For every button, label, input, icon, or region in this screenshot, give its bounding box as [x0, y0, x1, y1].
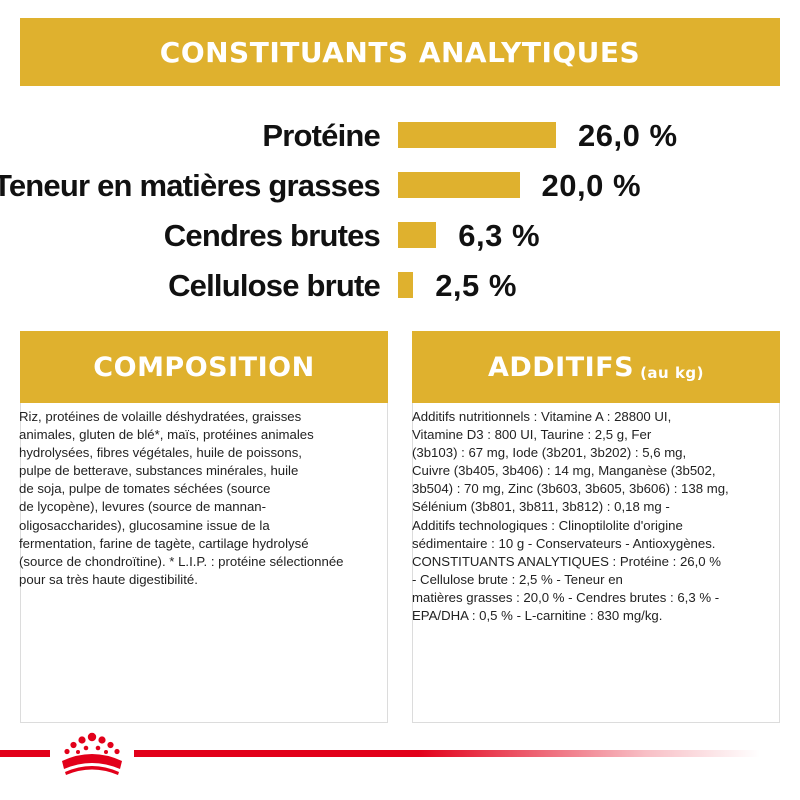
header-title: CONSTITUANTS ANALYTIQUES: [159, 35, 641, 69]
analytics-row-cellulose: Cellulose brute 2,5 %: [0, 264, 800, 308]
crown-icon: [50, 728, 134, 778]
row-value: 6,3 %: [458, 218, 541, 253]
composition-banner: COMPOSITION: [20, 331, 388, 403]
row-label: Cellulose brute: [168, 268, 381, 303]
row-bar: [398, 172, 520, 198]
row-value: 20,0 %: [541, 168, 642, 203]
composition-title: COMPOSITION: [93, 351, 315, 383]
header-banner: CONSTITUANTS ANALYTIQUES: [20, 18, 780, 86]
additifs-panel: Additifs nutritionnels : Vitamine A : 28…: [412, 403, 780, 723]
row-label: Protéine: [262, 118, 380, 153]
additifs-title-suffix: (au kg): [640, 364, 705, 382]
row-bar: [398, 122, 556, 148]
analytics-row-proteine: Protéine 26,0 %: [0, 114, 800, 158]
row-value: 26,0 %: [578, 118, 678, 153]
analytics-row-cendres: Cendres brutes 6,3 %: [0, 214, 800, 258]
row-bar: [398, 222, 437, 248]
footer-red-line: [0, 750, 760, 757]
additifs-text: Additifs nutritionnels : Vitamine A : 28…: [412, 409, 729, 624]
row-value: 2,5 %: [435, 268, 517, 303]
analytics-row-matieres-grasses: Teneur en matières grasses 20,0 %: [0, 164, 800, 208]
row-label: Cendres brutes: [163, 218, 381, 253]
additifs-title: ADDITIFS: [487, 351, 635, 383]
row-label: Teneur en matières grasses: [0, 168, 381, 203]
composition-text: Riz, protéines de volaille déshydratées,…: [19, 409, 344, 587]
additifs-banner: ADDITIFS (au kg): [412, 331, 780, 403]
row-bar: [398, 272, 414, 298]
composition-panel: Riz, protéines de volaille déshydratées,…: [19, 403, 388, 723]
